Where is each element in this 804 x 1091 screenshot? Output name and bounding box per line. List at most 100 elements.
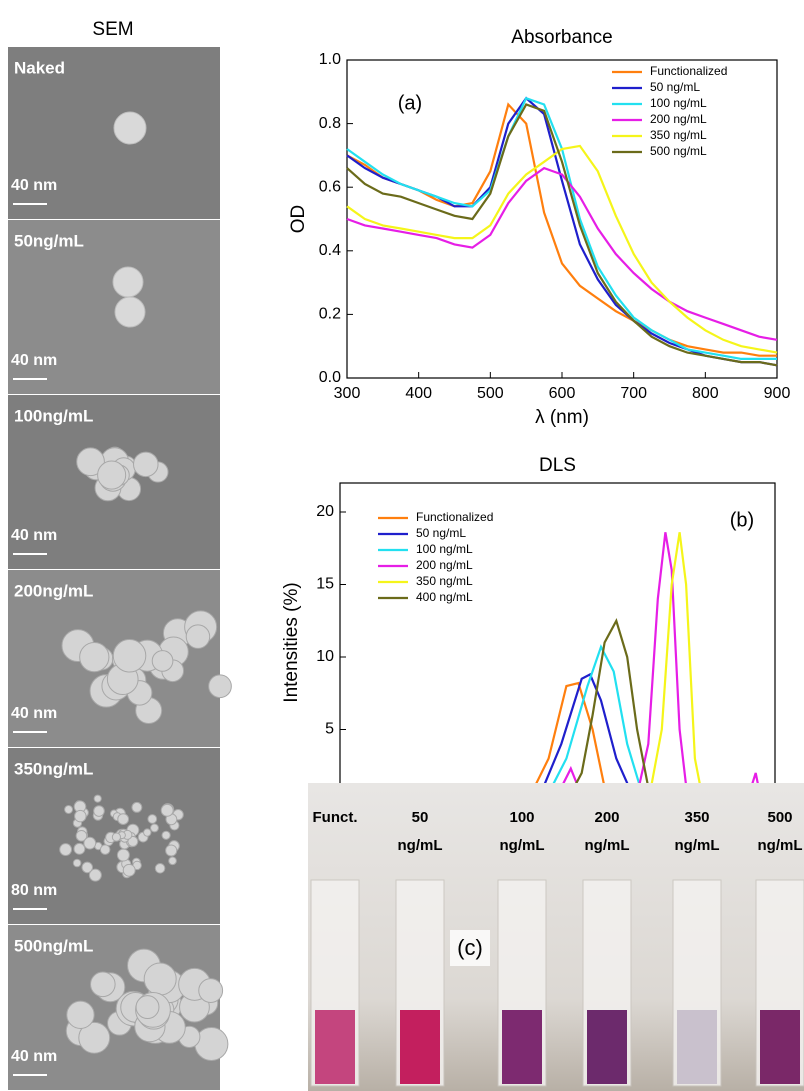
x-tick-label: 800 [692, 385, 719, 402]
y-tick-label: 0.0 [319, 369, 341, 386]
sem-label: Naked [14, 58, 65, 77]
particle [113, 111, 147, 145]
vial-label: ng/mL [585, 837, 630, 854]
legend-label: 500 ng/mL [650, 144, 707, 158]
vial-label: ng/mL [398, 837, 443, 854]
vial-label: ng/mL [675, 837, 720, 854]
sem-scale-label: 80 nm [11, 882, 57, 899]
legend-label: Functionalized [416, 510, 493, 524]
sem-label: 350ng/mL [14, 759, 93, 778]
sem-label: 500ng/mL [14, 936, 93, 955]
sem-scale-label: 40 nm [11, 177, 57, 194]
y-tick-label: 0.4 [319, 242, 341, 259]
legend-label: 350 ng/mL [416, 574, 473, 588]
series-line [565, 617, 659, 803]
sem-label: 200ng/mL [14, 581, 93, 600]
legend-label: 50 ng/mL [650, 80, 700, 94]
chart-title: DLS [539, 455, 576, 476]
sem-scale-label: 40 nm [11, 705, 57, 722]
particle [161, 830, 171, 840]
sem-image [8, 47, 220, 219]
panel-label-box [450, 930, 490, 966]
series-line [346, 166, 778, 341]
x-tick-label: 700 [620, 385, 647, 402]
series-line [647, 532, 705, 803]
particle [165, 844, 178, 857]
particle [151, 650, 174, 672]
x-axis-label: λ (nm) [535, 407, 589, 428]
sem-scale-label: 40 nm [11, 1048, 57, 1065]
particle [154, 863, 166, 874]
vial-photo [308, 783, 804, 1091]
particle [194, 1026, 229, 1061]
legend-label: 400 ng/mL [416, 590, 473, 604]
y-tick-label: 15 [316, 576, 334, 593]
particle [75, 830, 88, 842]
y-tick-label: 0.2 [319, 306, 341, 323]
particle [160, 803, 174, 817]
x-tick-label: 600 [549, 385, 576, 402]
particle [168, 856, 177, 866]
vial-liquid [400, 1010, 440, 1084]
particle [198, 978, 224, 1003]
particle [72, 858, 82, 868]
particle [185, 624, 211, 649]
particle [135, 995, 160, 1020]
vial-label: ng/mL [758, 837, 803, 854]
legend-label: 200 ng/mL [416, 558, 473, 572]
particle [133, 451, 159, 478]
particle [78, 1021, 111, 1054]
vial-label: 500 [767, 809, 792, 826]
vial-liquid [677, 1010, 717, 1084]
particle [81, 861, 94, 874]
particle [122, 863, 136, 877]
sem-label: 50ng/mL [14, 231, 84, 250]
particle [76, 447, 105, 477]
legend-label: 200 ng/mL [650, 112, 707, 126]
particle [79, 641, 110, 673]
series-line [346, 144, 778, 354]
particle [99, 844, 111, 855]
y-tick-label: 10 [316, 648, 334, 665]
particle [143, 828, 152, 837]
particle [112, 638, 147, 673]
y-tick-label: 5 [325, 721, 334, 738]
y-tick-label: 20 [316, 503, 334, 520]
sem-scale-label: 40 nm [11, 352, 57, 369]
vial-label: 100 [509, 809, 534, 826]
particle [73, 842, 86, 855]
vial-label: 200 [594, 809, 619, 826]
legend-label: 50 ng/mL [416, 526, 466, 540]
x-tick-label: 900 [764, 385, 791, 402]
legend-label: 100 ng/mL [416, 542, 473, 556]
particle [131, 801, 143, 813]
chart-title: Absorbance [511, 27, 612, 48]
vial-liquid [315, 1010, 355, 1084]
series-line [442, 672, 637, 804]
particle [116, 848, 130, 862]
y-tick-label: 1.0 [319, 51, 341, 68]
particle [150, 823, 159, 833]
vial-liquid [502, 1010, 542, 1084]
legend-label: Functionalized [650, 64, 727, 78]
particle [117, 813, 130, 825]
particle [83, 836, 97, 850]
particle [208, 674, 232, 699]
vial-label: ng/mL [500, 837, 545, 854]
vial-label: 350 [684, 809, 709, 826]
y-axis-label: OD [288, 205, 309, 234]
particle [147, 814, 158, 824]
sem-label: 100ng/mL [14, 406, 93, 425]
sem-scale-label: 40 nm [11, 527, 57, 544]
particle [90, 971, 116, 998]
particle [59, 843, 73, 856]
y-axis-label: Intensities (%) [281, 582, 302, 702]
x-tick-label: 400 [405, 385, 432, 402]
y-tick-label: 0.8 [319, 115, 341, 132]
series-line [539, 532, 763, 804]
particle [64, 805, 74, 814]
sem-image [8, 220, 220, 394]
legend-label: 100 ng/mL [650, 96, 707, 110]
panel-label: (c) [457, 935, 483, 960]
particle [88, 868, 102, 882]
